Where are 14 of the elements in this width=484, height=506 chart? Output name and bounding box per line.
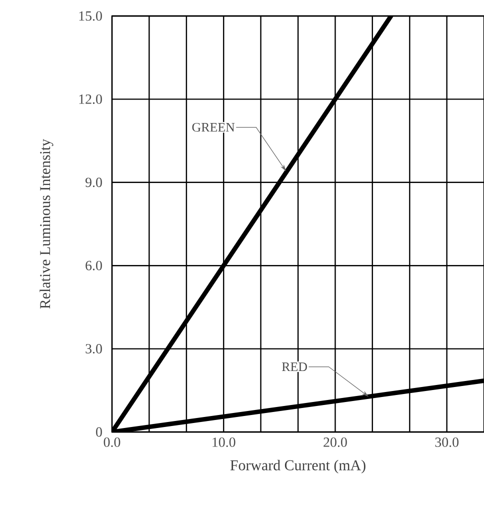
y-tick-label: 9.0: [86, 178, 102, 188]
x-tick-label: 30.0: [435, 438, 459, 447]
annotation: RED: [282, 362, 307, 372]
x-tick-label: 20.0: [324, 438, 347, 447]
annotation: GREEN: [192, 122, 235, 132]
x-tick-label: 0.0: [104, 438, 120, 447]
y-tick-label: 15.0: [79, 11, 102, 21]
y-tick-label: 0: [96, 427, 102, 437]
y-tick-label: 3.0: [86, 344, 102, 354]
x-axis-title: Forward Current (mA): [230, 460, 366, 474]
y-tick-label: 6.0: [86, 260, 102, 270]
y-tick-label: 12.0: [79, 94, 102, 104]
x-tick-label: 10.0: [212, 438, 236, 447]
y-axis-title: Relative Luminous Intensity: [40, 138, 54, 309]
